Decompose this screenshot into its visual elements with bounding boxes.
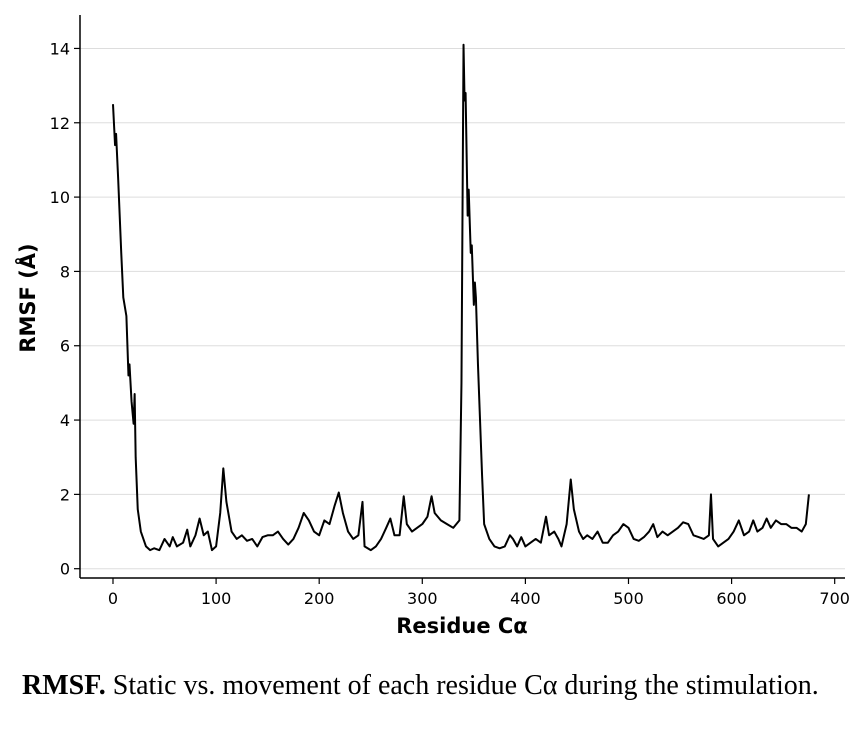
x-tick-label: 0 — [108, 589, 118, 608]
y-tick-label: 0 — [60, 560, 70, 579]
x-tick-label: 500 — [613, 589, 644, 608]
y-tick-label: 6 — [60, 337, 70, 356]
y-tick-label: 2 — [60, 485, 70, 504]
y-axis-title: RMSF (Å) — [15, 243, 40, 352]
y-tick-label: 8 — [60, 262, 70, 281]
caption-text: Static vs. movement of each residue Cα d… — [105, 670, 819, 701]
y-tick-label: 4 — [60, 411, 70, 430]
y-tick-label: 14 — [50, 39, 70, 58]
y-tick-label: 12 — [50, 114, 70, 133]
x-tick-label: 400 — [510, 589, 541, 608]
caption: RMSF. Static vs. movement of each residu… — [22, 664, 842, 708]
caption-bold: RMSF. — [22, 670, 106, 701]
x-tick-label: 700 — [819, 589, 850, 608]
x-tick-label: 300 — [407, 589, 438, 608]
x-tick-label: 600 — [716, 589, 747, 608]
y-tick-label: 10 — [50, 188, 70, 207]
line-series — [111, 43, 810, 552]
x-axis-title: Residue Cα — [396, 614, 528, 638]
x-tick-label: 100 — [201, 589, 232, 608]
chart: Residue Cα RMSF (Å) 0 2 4 6 8 10 12 14 0 100 200 30… — [15, 15, 850, 638]
x-tick-label: 200 — [304, 589, 335, 608]
